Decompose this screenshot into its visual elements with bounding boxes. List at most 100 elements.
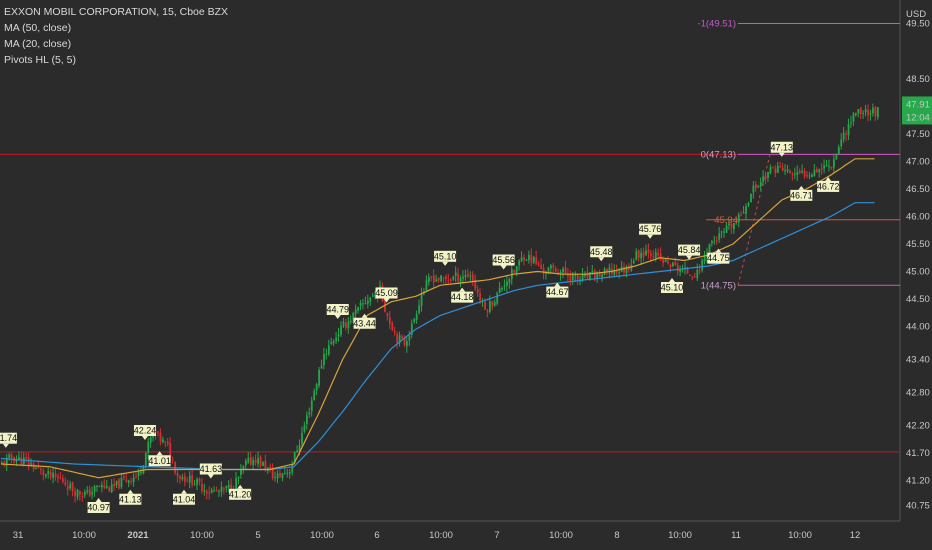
candle — [208, 486, 211, 500]
candle-body — [159, 432, 162, 442]
candle-body — [752, 185, 755, 193]
candle — [837, 144, 840, 155]
candle-body — [315, 384, 318, 391]
candle — [291, 460, 294, 476]
candle — [850, 115, 852, 128]
fib-label-half: 45.94 — [714, 215, 738, 226]
candle — [689, 274, 691, 276]
candle — [779, 161, 782, 169]
candle-body — [352, 313, 355, 321]
candle-body — [713, 240, 716, 242]
fib-label-zero: 0(47.13) — [701, 149, 736, 160]
candle — [403, 335, 406, 347]
candle-body — [535, 257, 538, 265]
candle-body — [269, 466, 272, 470]
candle — [776, 161, 779, 173]
candle-body — [169, 443, 172, 459]
candle — [811, 173, 813, 178]
pivot-high-label-1: 42.24 — [134, 425, 156, 440]
pivot-box — [707, 252, 730, 264]
candle — [25, 452, 28, 464]
pivot-value: 45.10 — [661, 283, 684, 293]
candle — [767, 171, 769, 182]
candle-body — [823, 165, 826, 169]
price-tick: 46.00 — [906, 212, 930, 223]
candle — [696, 263, 699, 282]
candle — [352, 311, 355, 324]
candle-body — [767, 172, 769, 178]
candle-body — [220, 486, 223, 492]
time-tick: 10:00 — [190, 530, 214, 541]
candle — [540, 258, 543, 270]
candle-body — [550, 265, 552, 269]
candle — [186, 477, 189, 483]
candle-body — [293, 452, 296, 464]
candle-body — [786, 169, 789, 172]
pivot-box — [173, 493, 195, 505]
candle — [88, 485, 91, 498]
candle-body — [130, 480, 133, 482]
candle-body — [654, 252, 657, 258]
candle — [647, 243, 650, 259]
candle-body — [47, 471, 50, 475]
candle-body — [337, 334, 340, 337]
candle-body — [672, 262, 674, 267]
candle-body — [323, 354, 325, 366]
candle — [552, 262, 555, 274]
candle — [125, 473, 128, 483]
candle — [54, 468, 57, 481]
time-tick: 10:00 — [429, 530, 453, 541]
candle — [496, 291, 499, 306]
candle-body — [398, 335, 401, 344]
pivot-pointer — [207, 474, 214, 479]
candle-body — [847, 124, 850, 136]
pivot-pointer — [686, 255, 693, 260]
candle — [808, 171, 811, 180]
candle-body — [711, 241, 713, 244]
candle-body — [703, 256, 706, 262]
pivot-box — [375, 287, 398, 299]
pivot-pointer — [598, 257, 605, 262]
candle — [601, 272, 604, 282]
candle-body — [674, 261, 677, 266]
legend-ma50[interactable]: MA (50, close) — [4, 22, 72, 34]
candle-body — [794, 173, 796, 175]
candle-body — [18, 456, 20, 460]
candle-body — [393, 331, 396, 333]
candle-body — [296, 450, 299, 452]
legend-pivots[interactable]: Pivots HL (5, 5) — [4, 54, 76, 66]
candle — [876, 106, 879, 120]
candle-body — [396, 333, 399, 343]
candle — [791, 171, 794, 181]
candle-body — [374, 293, 377, 298]
pivot-pointer — [825, 176, 832, 181]
candle-body — [15, 459, 18, 462]
candle-body — [335, 337, 338, 342]
candle-body — [205, 491, 208, 494]
candle — [147, 437, 150, 460]
pivot-value: 44.18 — [451, 292, 474, 302]
candle — [198, 477, 201, 486]
price-tick: 47.50 — [906, 129, 930, 140]
fib-label-one: 1(44.75) — [701, 280, 736, 291]
candle-body — [520, 257, 523, 262]
candle — [401, 334, 403, 341]
candle-body — [162, 439, 164, 443]
candle-body — [801, 170, 804, 173]
legend-ma20[interactable]: MA (20, close) — [4, 38, 72, 50]
candle-body — [62, 478, 64, 482]
candle — [64, 477, 67, 487]
candle-body — [342, 321, 345, 327]
candle-body — [830, 166, 833, 169]
pivot-low-label-6: 44.18 — [451, 287, 474, 303]
candle — [842, 126, 845, 143]
candle — [271, 463, 274, 481]
candle — [205, 489, 208, 500]
time-tick: 6 — [374, 530, 379, 541]
candle — [537, 261, 540, 267]
candle-body — [484, 301, 486, 310]
candle — [425, 275, 428, 292]
candle — [454, 266, 457, 282]
candle-body — [835, 154, 838, 160]
